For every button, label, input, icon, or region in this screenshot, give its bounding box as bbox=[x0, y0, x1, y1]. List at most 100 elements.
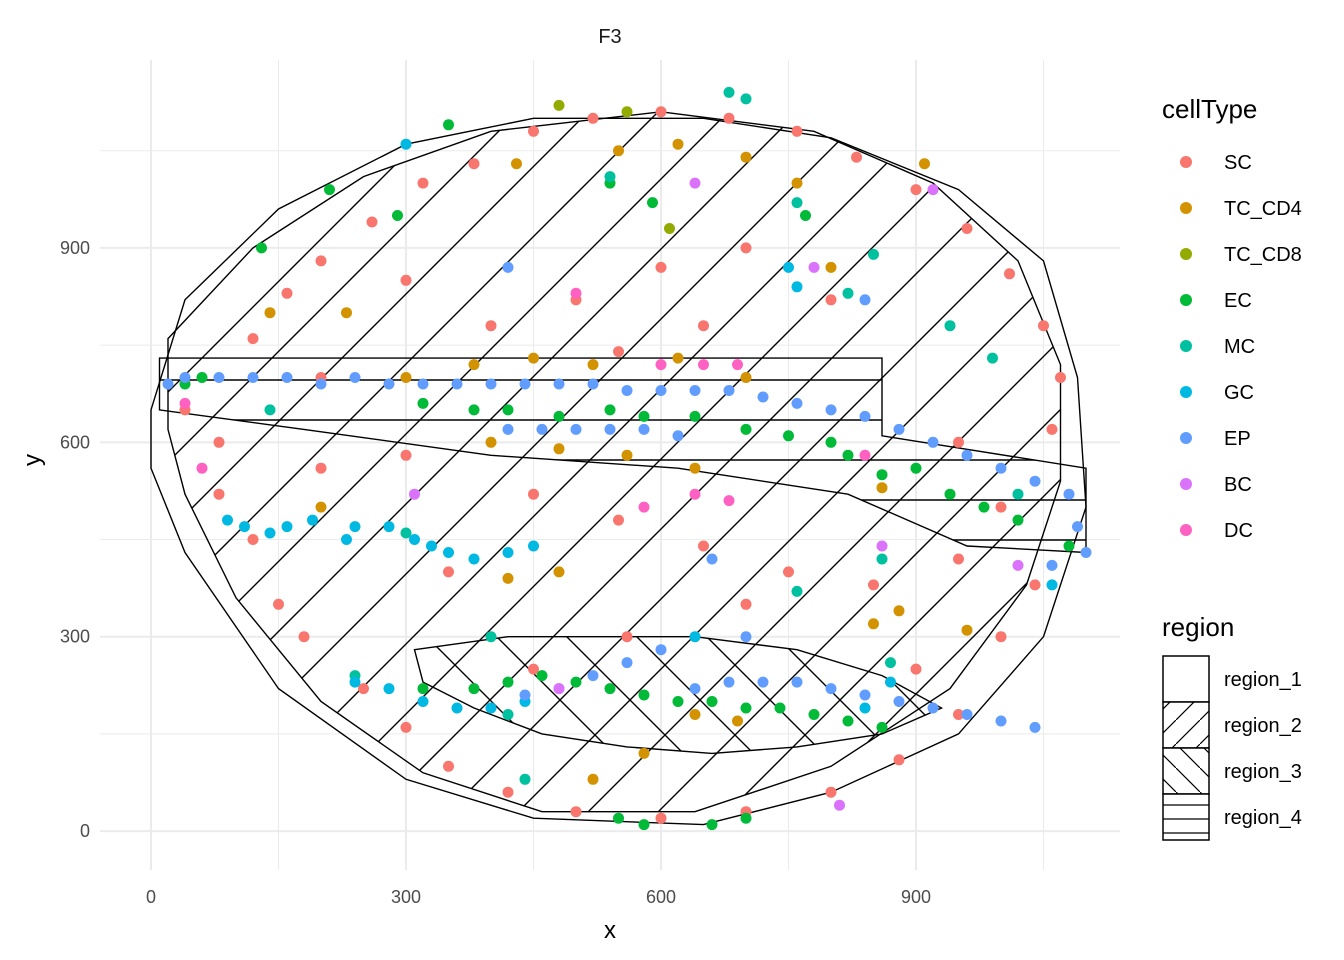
point-EC bbox=[672, 696, 684, 707]
point-EC bbox=[324, 184, 335, 196]
point-GC bbox=[528, 540, 539, 552]
point-GC bbox=[400, 138, 412, 150]
point-TC_CD4 bbox=[868, 618, 879, 630]
point-EP bbox=[587, 670, 599, 682]
point-TC_CD4 bbox=[740, 151, 752, 163]
legend-label-region_1: region_1 bbox=[1224, 669, 1302, 691]
point-EC bbox=[196, 372, 208, 383]
point-SC bbox=[995, 501, 1007, 513]
x-axis-title: x bbox=[604, 917, 616, 944]
point-GC bbox=[443, 547, 454, 558]
legend-label-TC_CD4: TC_CD4 bbox=[1224, 198, 1302, 220]
point-TC_CD4 bbox=[961, 624, 973, 636]
point-EC bbox=[553, 410, 565, 422]
point-GC bbox=[451, 702, 463, 714]
point-EP bbox=[417, 378, 429, 390]
point-GC bbox=[485, 702, 497, 714]
point-TC_CD4 bbox=[672, 352, 684, 364]
point-EC bbox=[842, 715, 854, 727]
legend-label-DC: DC bbox=[1224, 520, 1253, 542]
legend-key-SC bbox=[1180, 156, 1192, 168]
point-EP bbox=[383, 378, 395, 390]
point-TC_CD4 bbox=[893, 605, 905, 617]
point-SC bbox=[613, 346, 624, 358]
point-EC bbox=[876, 469, 888, 481]
point-GC bbox=[222, 514, 233, 526]
point-EP bbox=[587, 378, 599, 390]
legend-key-TC_CD4 bbox=[1180, 202, 1192, 214]
point-SC bbox=[723, 112, 735, 124]
point-EP bbox=[995, 715, 1007, 727]
point-DC bbox=[723, 495, 735, 507]
point-EC bbox=[417, 397, 429, 409]
point-MC bbox=[868, 248, 879, 260]
point-EP bbox=[1080, 547, 1092, 558]
point-TC_CD4 bbox=[919, 158, 930, 170]
point-GC bbox=[349, 521, 361, 533]
point-SC bbox=[621, 631, 633, 643]
point-MC bbox=[502, 709, 514, 720]
point-EP bbox=[961, 449, 973, 461]
point-EC bbox=[842, 449, 854, 461]
point-EP bbox=[281, 372, 293, 383]
point-SC bbox=[1004, 268, 1015, 280]
point-SC bbox=[791, 125, 803, 137]
point-SC bbox=[298, 631, 310, 643]
point-EC bbox=[740, 812, 752, 824]
point-SC bbox=[281, 287, 293, 299]
point-TC_CD8 bbox=[621, 106, 633, 118]
point-GC bbox=[502, 547, 514, 558]
point-SC bbox=[443, 760, 454, 772]
point-SC bbox=[502, 786, 514, 798]
y-tick-label: 600 bbox=[60, 432, 90, 452]
point-TC_CD4 bbox=[740, 372, 752, 383]
point-EP bbox=[927, 436, 939, 448]
point-EP bbox=[604, 423, 616, 435]
point-SC bbox=[825, 786, 837, 798]
x-tick-label: 0 bbox=[146, 887, 156, 907]
legend-label-MC: MC bbox=[1224, 336, 1255, 358]
point-EP bbox=[893, 696, 905, 707]
point-SC bbox=[953, 553, 964, 565]
point-SC bbox=[910, 184, 922, 196]
legend-key-MC bbox=[1180, 340, 1192, 352]
y-tick-label: 0 bbox=[80, 821, 90, 841]
point-EC bbox=[706, 819, 718, 831]
point-GC bbox=[468, 553, 480, 565]
point-TC_CD4 bbox=[672, 138, 684, 150]
point-TC_CD4 bbox=[638, 747, 650, 759]
point-MC bbox=[791, 197, 803, 209]
point-SC bbox=[528, 663, 539, 675]
point-DC bbox=[689, 488, 701, 500]
point-SC bbox=[893, 754, 905, 766]
point-TC_CD4 bbox=[553, 443, 565, 455]
point-EP bbox=[162, 378, 174, 390]
point-MC bbox=[1012, 488, 1024, 500]
point-DC bbox=[698, 359, 709, 371]
point-SC bbox=[587, 112, 599, 124]
point-SC bbox=[740, 242, 752, 254]
x-axis: 0 300 600 900 bbox=[146, 887, 931, 907]
point-EP bbox=[570, 423, 582, 435]
legend-key-region_3 bbox=[1162, 747, 1210, 795]
point-TC_CD4 bbox=[485, 436, 497, 448]
point-EC bbox=[647, 197, 658, 209]
point-GC bbox=[417, 696, 429, 707]
legend-label-EC: EC bbox=[1224, 290, 1252, 312]
point-EC bbox=[443, 119, 454, 131]
y-axis-title: y bbox=[19, 454, 46, 466]
point-TC_CD4 bbox=[876, 482, 888, 494]
point-SC bbox=[213, 488, 225, 500]
point-EP bbox=[723, 676, 735, 688]
legend-label-region_2: region_2 bbox=[1224, 715, 1302, 737]
point-SC bbox=[366, 216, 378, 228]
point-SC bbox=[485, 320, 497, 332]
point-MC bbox=[987, 352, 998, 364]
point-TC_CD4 bbox=[791, 177, 803, 189]
point-EC bbox=[502, 404, 514, 416]
point-TC_CD4 bbox=[264, 307, 276, 319]
x-tick-label: 900 bbox=[901, 887, 931, 907]
legend-region-title: region bbox=[1162, 612, 1234, 642]
point-BC bbox=[927, 184, 939, 196]
